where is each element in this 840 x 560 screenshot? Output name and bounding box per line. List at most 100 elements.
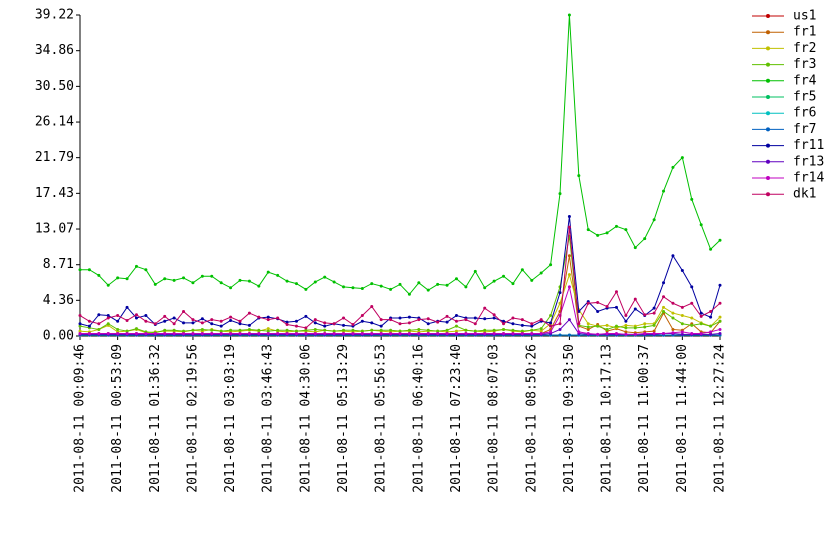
point — [567, 285, 571, 289]
point — [436, 320, 440, 324]
point — [370, 321, 374, 325]
point — [106, 316, 110, 320]
point — [680, 269, 684, 273]
point — [238, 322, 242, 326]
point — [596, 332, 600, 336]
point — [323, 332, 327, 336]
point — [389, 328, 393, 332]
point — [219, 319, 223, 323]
point — [558, 291, 562, 295]
point — [266, 315, 270, 319]
point — [144, 319, 148, 323]
y-tick-label: 30.50 — [35, 79, 74, 94]
point — [304, 332, 308, 336]
point — [530, 278, 534, 282]
point — [454, 319, 458, 323]
point — [633, 297, 637, 301]
point — [87, 319, 91, 323]
point — [87, 332, 91, 336]
point — [445, 314, 449, 318]
point — [558, 322, 562, 326]
legend-marker — [766, 46, 770, 51]
point — [577, 330, 581, 334]
x-tick-label: 2011-08-11 00:53:09 — [110, 344, 125, 493]
point — [78, 314, 82, 318]
point — [530, 322, 534, 326]
x-tick-label: 2011-08-11 02:19:56 — [185, 344, 200, 493]
point — [200, 274, 204, 278]
point — [351, 328, 355, 332]
point — [633, 307, 637, 311]
point — [125, 332, 129, 336]
point — [219, 281, 223, 285]
point — [445, 283, 449, 287]
x-tick-label: 2011-08-11 00:09:46 — [73, 344, 88, 493]
point — [539, 332, 543, 336]
point — [436, 329, 440, 333]
point — [483, 317, 487, 321]
point — [586, 325, 590, 329]
point — [454, 332, 458, 336]
point — [511, 328, 515, 332]
point — [539, 318, 543, 322]
point — [586, 327, 590, 331]
point — [492, 332, 496, 336]
point — [690, 197, 694, 201]
point — [699, 223, 703, 227]
point — [690, 316, 694, 320]
point — [426, 288, 430, 292]
point — [370, 328, 374, 332]
point — [78, 324, 82, 328]
point — [690, 285, 694, 289]
point — [379, 324, 383, 328]
point — [530, 332, 534, 336]
point — [502, 322, 506, 326]
point — [662, 332, 666, 336]
point — [558, 327, 562, 331]
legend-marker — [766, 159, 770, 164]
point — [549, 263, 553, 267]
point — [605, 305, 609, 309]
point — [229, 286, 233, 290]
point — [652, 329, 656, 333]
point — [294, 329, 298, 333]
legend-label: fr4 — [793, 73, 817, 88]
point — [586, 301, 590, 305]
point — [445, 328, 449, 332]
point — [426, 328, 430, 332]
point — [97, 322, 101, 326]
legend-label: fr6 — [793, 106, 816, 121]
point — [417, 327, 421, 331]
point — [294, 282, 298, 286]
point — [106, 332, 110, 336]
point — [210, 322, 214, 326]
point — [294, 332, 298, 336]
x-tick-label: 2011-08-11 07:23:40 — [449, 344, 464, 493]
point — [370, 332, 374, 336]
point — [219, 332, 223, 336]
point — [671, 331, 675, 335]
point — [323, 275, 327, 279]
point — [144, 268, 148, 272]
point — [436, 332, 440, 336]
point — [718, 319, 722, 323]
point — [313, 318, 317, 322]
point — [144, 314, 148, 318]
point — [454, 314, 458, 318]
point — [125, 277, 129, 281]
point — [502, 327, 506, 331]
y-tick-label: 39.22 — [35, 8, 74, 23]
point — [690, 323, 694, 327]
point — [276, 328, 280, 332]
point — [549, 314, 553, 318]
point — [247, 327, 251, 331]
point — [473, 316, 477, 320]
point — [97, 273, 101, 277]
point — [624, 314, 628, 318]
point — [539, 329, 543, 333]
point — [229, 328, 233, 332]
point — [709, 315, 713, 319]
point — [624, 326, 628, 330]
point — [247, 323, 251, 327]
